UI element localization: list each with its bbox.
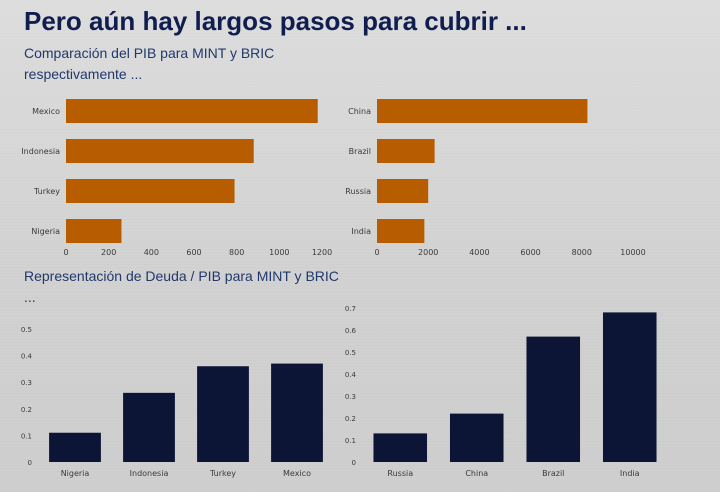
gdp-bric-bar-china <box>377 99 588 123</box>
gdp-bric-tick-label: 4000 <box>469 248 489 257</box>
gdp-bric-bar-chart: China Brazil Russia India 0 2000 4000 6000 8000 1… <box>345 99 646 257</box>
debt-bric-tick-label: 0.4 <box>345 371 357 379</box>
gdp-bric-category-label-india: India <box>351 227 371 236</box>
slide-title: Pero aún hay largos pasos para cubrir ..… <box>24 6 527 36</box>
debt-bric-category-label-brazil: Brazil <box>542 469 564 478</box>
gdp-bric-tick-label: 6000 <box>520 248 540 257</box>
debt-mint-bar-mexico <box>271 363 323 462</box>
debt-bric-tick-label: 0.1 <box>345 437 356 445</box>
gdp-bric-tick-label: 8000 <box>572 248 592 257</box>
gdp-mint-tick-label: 200 <box>101 248 116 257</box>
debt-bric-tick-label: 0.5 <box>345 349 356 357</box>
debt-mint-tick-label: 0 <box>28 459 32 467</box>
gdp-mint-bar-turkey <box>66 179 235 203</box>
gdp-bric-bar-russia <box>377 179 429 203</box>
gdp-bric-tick-label: 0 <box>374 248 379 257</box>
debt-bric-tick-label: 0.3 <box>345 393 356 401</box>
gdp-mint-bar-nigeria <box>66 219 122 243</box>
gdp-bric-category-label-russia: Russia <box>345 187 371 196</box>
debt-bric-tick-label: 0.7 <box>345 305 356 313</box>
debt-mint-tick-label: 0.4 <box>21 353 33 361</box>
debt-mint-tick-label: 0.3 <box>21 379 32 387</box>
debt-bric-bar-chart: Russia China Brazil India 0 0.1 0.2 0.3 0.4 0.5 0.… <box>345 305 657 478</box>
debt-mint-tick-label: 0.1 <box>21 432 32 440</box>
debt-mint-category-label-nigeria: Nigeria <box>61 469 90 478</box>
gdp-mint-category-label-indonesia: Indonesia <box>21 147 60 156</box>
debt-mint-tick-label: 0.2 <box>21 406 32 414</box>
debt-mint-bar-nigeria <box>49 432 101 462</box>
debt-mint-category-label-turkey: Turkey <box>209 469 236 478</box>
gdp-mint-tick-label: 1000 <box>269 248 289 257</box>
debt-bric-category-label-russia: Russia <box>387 469 413 478</box>
gdp-bric-tick-label: 10000 <box>620 248 645 257</box>
gdp-mint-bar-mexico <box>66 99 318 123</box>
gdp-mint-category-label-nigeria: Nigeria <box>31 227 60 236</box>
gdp-mint-category-label-turkey: Turkey <box>33 187 60 196</box>
debt-bric-bar-russia <box>373 433 428 462</box>
debt-mint-category-label-indonesia: Indonesia <box>130 469 169 478</box>
gdp-bric-category-label-brazil: Brazil <box>349 147 371 156</box>
debt-bric-bar-india <box>602 312 657 462</box>
gdp-mint-tick-label: 600 <box>186 248 201 257</box>
debt-mint-bar-turkey <box>197 366 249 462</box>
debt-bric-category-label-india: India <box>620 469 640 478</box>
gdp-mint-category-label-mexico: Mexico <box>32 107 60 116</box>
debt-mint-tick-label: 0.5 <box>21 326 32 334</box>
gdp-mint-tick-label: 1200 <box>312 248 332 257</box>
debt-mint-bar-chart: Nigeria Indonesia Turkey Mexico 0 0.1 0.2 0.3 0.… <box>21 326 323 478</box>
debt-mint-category-label-mexico: Mexico <box>283 469 311 478</box>
gdp-bric-tick-label: 2000 <box>418 248 438 257</box>
gdp-bric-bar-india <box>377 219 425 243</box>
debt-bric-bar-china <box>449 413 504 462</box>
debt-subtitle: Representación de Deuda / PIB para MINT … <box>24 268 339 305</box>
debt-bric-category-label-china: China <box>465 469 488 478</box>
gdp-mint-bar-chart: Mexico Indonesia Turkey Nigeria 0 200 400 600 80… <box>21 99 332 257</box>
gdp-mint-tick-label: 0 <box>63 248 68 257</box>
gdp-mint-tick-label: 400 <box>144 248 159 257</box>
gdp-mint-tick-label: 800 <box>229 248 244 257</box>
debt-bric-tick-label: 0 <box>352 459 356 467</box>
gdp-subtitle: Comparación del PIB para MINT y BRIC res… <box>24 45 275 82</box>
debt-bric-bar-brazil <box>526 336 581 462</box>
debt-bric-tick-label: 0.6 <box>345 327 357 335</box>
gdp-bric-category-label-china: China <box>348 107 371 116</box>
debt-mint-bar-indonesia <box>123 392 175 462</box>
gdp-mint-bar-indonesia <box>66 139 254 163</box>
debt-bric-tick-label: 0.2 <box>345 415 356 423</box>
gdp-bric-bar-brazil <box>377 139 435 163</box>
